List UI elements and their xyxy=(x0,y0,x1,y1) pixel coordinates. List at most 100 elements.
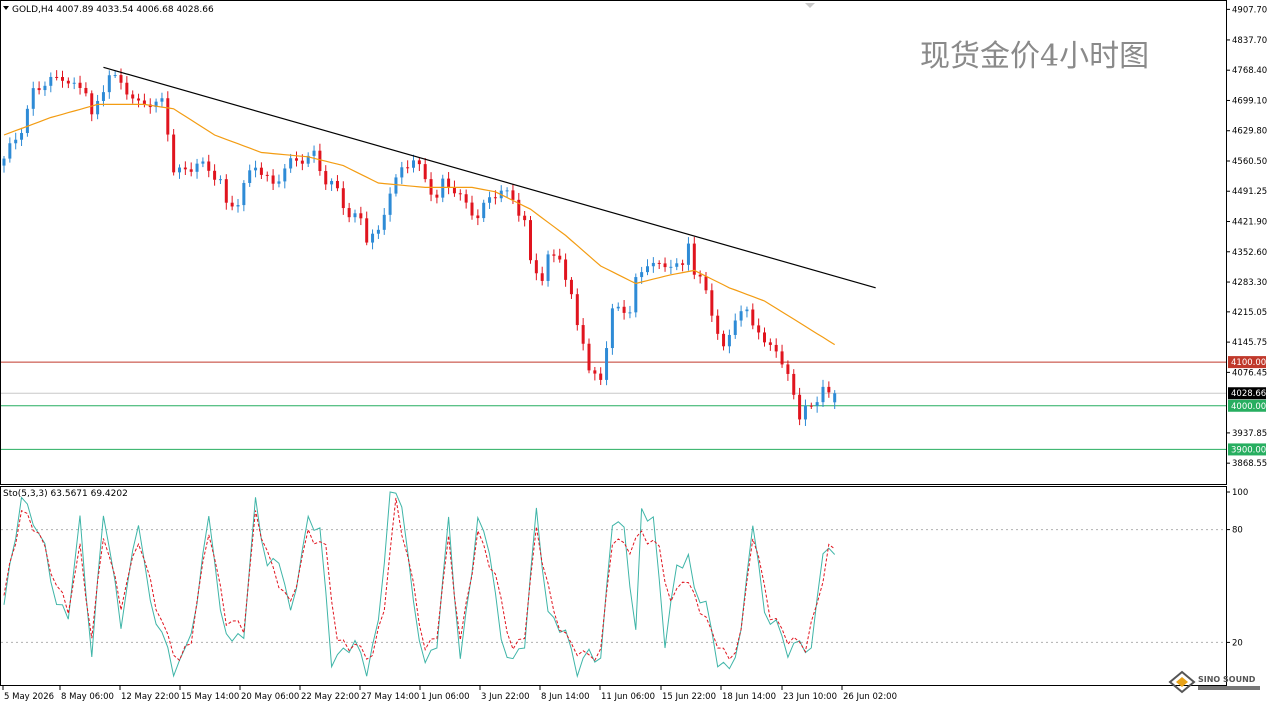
time-tick-label: 27 May 14:00 xyxy=(361,692,419,702)
candle xyxy=(441,174,445,203)
candle-body xyxy=(8,143,12,159)
watermark-title: 现货金价4小时图 xyxy=(920,39,1149,74)
stoch-tick-label: 100 xyxy=(1232,488,1248,498)
candle-body xyxy=(324,171,328,185)
candle xyxy=(248,164,252,187)
candle-body xyxy=(312,150,316,156)
candle xyxy=(400,161,404,185)
candle xyxy=(610,303,614,355)
candle xyxy=(599,367,603,385)
candle xyxy=(429,172,433,202)
candle-body xyxy=(745,309,749,312)
candle-body xyxy=(482,202,486,219)
candle xyxy=(716,309,720,340)
candle xyxy=(792,369,796,400)
candle-body xyxy=(593,370,597,374)
candle-body xyxy=(569,279,573,295)
candle xyxy=(72,77,76,90)
collapse-triangle-icon[interactable] xyxy=(3,6,9,10)
scroll-triangle-icon[interactable] xyxy=(805,3,815,8)
candle-body xyxy=(265,174,269,176)
candle xyxy=(142,93,146,108)
candle-body xyxy=(833,393,837,403)
candle-body xyxy=(195,163,199,172)
candle-body xyxy=(640,272,644,278)
price-tick-label: 4907.70 xyxy=(1232,5,1267,15)
candle-body xyxy=(254,167,258,171)
stoch-main-line xyxy=(3,491,836,679)
candle-body xyxy=(295,158,298,161)
candle xyxy=(2,155,6,173)
candle xyxy=(213,164,217,186)
candle-body xyxy=(107,75,111,93)
candle xyxy=(265,171,269,182)
candle-body xyxy=(183,167,187,170)
candle xyxy=(529,216,532,264)
candle xyxy=(505,187,509,198)
time-tick-label: 23 Jun 10:00 xyxy=(783,692,837,702)
moving-average xyxy=(3,103,836,346)
candle xyxy=(698,270,702,284)
candle xyxy=(289,153,293,173)
time-tick-label: 18 Jun 14:00 xyxy=(722,692,776,702)
candle xyxy=(131,90,135,104)
level-tag-2 xyxy=(1228,443,1266,456)
candle xyxy=(14,132,18,150)
candle xyxy=(37,81,41,95)
candle-body xyxy=(61,77,64,81)
price-tick-label: 4421.90 xyxy=(1232,218,1267,228)
candle-body xyxy=(78,82,82,88)
candle xyxy=(452,180,456,197)
candle xyxy=(178,164,181,179)
candle xyxy=(423,158,427,183)
candle xyxy=(55,70,59,81)
candle xyxy=(686,237,690,271)
candle xyxy=(569,277,573,299)
candle-body xyxy=(37,88,41,91)
candle-body xyxy=(540,273,544,281)
candle xyxy=(581,318,585,351)
time-tick-label: 15 Jun 22:00 xyxy=(662,692,716,702)
candle xyxy=(359,206,363,226)
candlesticks xyxy=(2,68,837,426)
stochastic-lines xyxy=(1,491,1226,679)
candle xyxy=(622,300,626,320)
candle xyxy=(534,253,538,281)
candle-body xyxy=(25,108,29,134)
candle xyxy=(476,209,480,226)
candle xyxy=(66,77,70,89)
candle xyxy=(43,81,47,96)
candle-body xyxy=(406,167,410,169)
candle-body xyxy=(55,76,59,78)
level-label-0: 4100.00 xyxy=(1231,358,1266,368)
candle-body xyxy=(300,160,304,164)
candle xyxy=(482,199,486,222)
candle xyxy=(330,178,334,191)
candle-body xyxy=(119,75,123,83)
candle-body xyxy=(435,194,439,198)
candle-body xyxy=(581,325,585,344)
candle-body xyxy=(704,276,708,291)
candle xyxy=(803,399,807,426)
candle-body xyxy=(142,100,146,105)
candle-body xyxy=(20,133,24,140)
candle xyxy=(564,253,568,287)
candle-body xyxy=(207,161,211,171)
candle xyxy=(727,329,731,354)
candle xyxy=(739,305,743,327)
candle xyxy=(113,71,117,78)
sino-sound-logo: SINO SOUND xyxy=(1168,670,1260,694)
candle xyxy=(271,169,275,191)
candle xyxy=(195,158,199,179)
candle-body xyxy=(763,332,766,343)
candle-body xyxy=(681,263,685,265)
candle-body xyxy=(464,194,468,203)
candle xyxy=(61,70,64,88)
candle-body xyxy=(493,197,497,199)
moving-average-line xyxy=(3,103,836,346)
candle-body xyxy=(669,266,673,268)
candle-body xyxy=(335,180,339,189)
candle xyxy=(786,360,790,381)
candle-body xyxy=(774,344,778,352)
candle-body xyxy=(692,243,696,275)
